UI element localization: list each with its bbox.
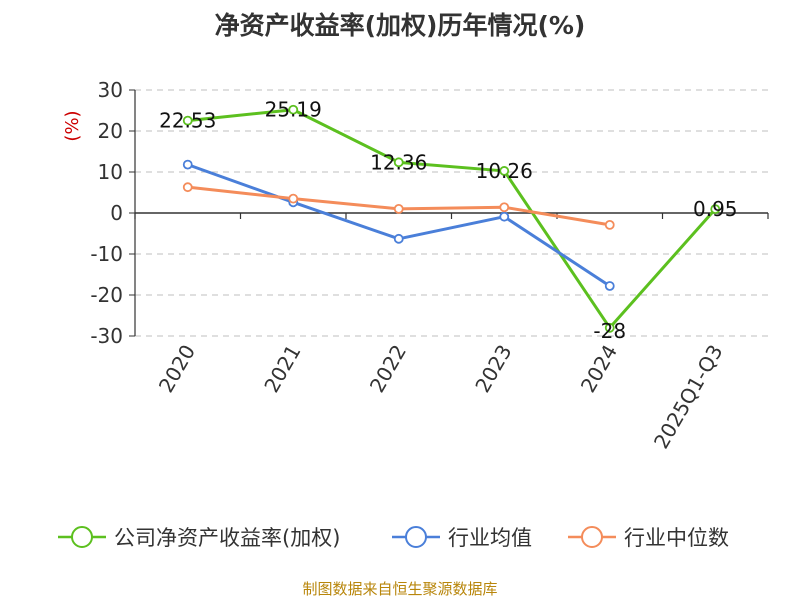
y-tick-label: -30 — [90, 324, 123, 348]
y-tick-label: 0 — [110, 201, 123, 225]
data-label: 22.53 — [159, 109, 216, 133]
x-tick-label: 2023 — [470, 341, 516, 397]
legend-label: 行业中位数 — [624, 526, 729, 550]
legend-swatch-marker — [581, 526, 603, 548]
legend-swatch-marker — [405, 526, 427, 548]
x-tick-label: 2024 — [576, 341, 622, 397]
data-point[interactable] — [604, 281, 615, 291]
y-tick-label: -20 — [90, 283, 123, 307]
data-label: 12.36 — [370, 150, 427, 174]
data-point[interactable] — [710, 204, 721, 215]
x-tick-label: 2025Q1-Q3 — [649, 341, 728, 453]
data-point[interactable] — [499, 166, 510, 176]
series-group — [182, 104, 721, 333]
data-point[interactable] — [604, 322, 615, 333]
data-point[interactable] — [393, 157, 404, 168]
x-tick-label: 2020 — [154, 341, 200, 397]
legend[interactable]: 公司净资产收益率(加权) 行业均值 行业中位数 — [58, 526, 729, 550]
y-tick-label: 30 — [98, 78, 123, 102]
y-tick-label: 20 — [98, 119, 123, 143]
source-footer: 制图数据来自恒生聚源数据库 — [302, 580, 498, 598]
data-point[interactable] — [393, 203, 404, 214]
data-label: 0.95 — [693, 197, 738, 221]
y-tick-label: 10 — [98, 160, 123, 184]
y-axis-unit-label: (%) — [62, 110, 83, 141]
legend-item[interactable]: 行业均值 — [392, 526, 532, 550]
legend-label: 公司净资产收益率(加权) — [114, 526, 340, 550]
x-tick-label: 2022 — [365, 341, 411, 397]
y-tick-label: -10 — [90, 242, 123, 266]
legend-item[interactable]: 公司净资产收益率(加权) — [58, 526, 340, 550]
data-labels: 22.53 25.19 12.36 10.26 -28 0.95 — [159, 98, 737, 343]
data-point[interactable] — [499, 211, 510, 222]
data-label: 25.19 — [265, 98, 322, 122]
x-tick-label: 2021 — [259, 341, 305, 397]
series-line — [187, 108, 717, 330]
legend-swatch-marker — [71, 526, 93, 548]
data-point[interactable] — [393, 233, 404, 244]
data-point[interactable] — [499, 202, 510, 213]
data-point[interactable] — [182, 115, 193, 126]
data-label: 10.26 — [476, 159, 533, 183]
data-point[interactable] — [288, 104, 299, 115]
data-point[interactable] — [182, 182, 193, 193]
chart-title: 净资产收益率(加权)历年情况(%) — [214, 11, 586, 40]
data-label: -28 — [593, 319, 626, 343]
data-point[interactable] — [604, 219, 615, 230]
legend-item[interactable]: 行业中位数 — [568, 526, 729, 550]
data-point[interactable] — [182, 159, 193, 170]
legend-label: 行业均值 — [448, 526, 532, 550]
data-point[interactable] — [288, 193, 299, 204]
series-line — [187, 163, 611, 288]
